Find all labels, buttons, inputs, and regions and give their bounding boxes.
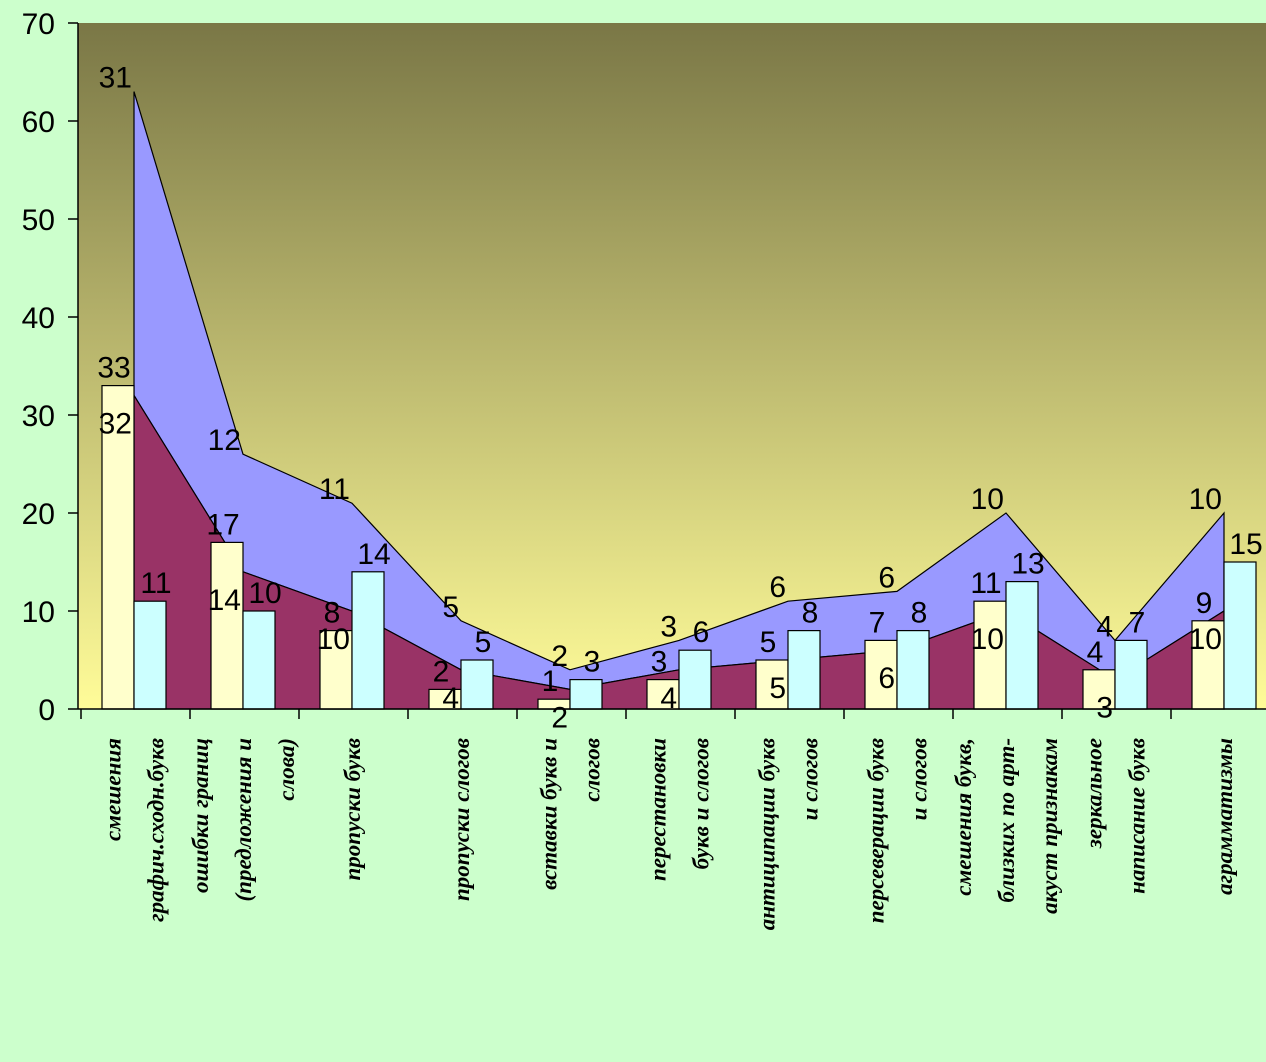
category-label-6: антиципации букв и слогов (755, 738, 823, 930)
bar-2-label-2: 14 (357, 538, 390, 571)
bar-series-1-7 (864, 639, 898, 710)
bar-series-2-1 (242, 610, 276, 710)
bar-1-label-3: 2 (433, 655, 450, 688)
bar-series-2-5 (678, 649, 712, 710)
category-label-7: персеверации букв и слогов (864, 738, 932, 923)
bar-2-label-5: 6 (693, 616, 710, 649)
area-1-label-10: 10 (1189, 623, 1222, 656)
category-label-9: зеркальное написание букв (1082, 738, 1150, 894)
y-tick-label-20: 20 (22, 498, 55, 531)
bar-series-2-8 (1005, 580, 1039, 710)
area-2-label-8: 10 (971, 483, 1004, 516)
category-label-10: аграмматизмы (1212, 738, 1237, 895)
y-tick-label-40: 40 (22, 302, 55, 335)
bar-series-2-6 (787, 629, 821, 710)
bar-series-2-2 (351, 571, 385, 710)
bar-1-label-0: 33 (97, 352, 130, 385)
area-2-label-9: 4 (1096, 610, 1113, 643)
bar-series-2-7 (896, 629, 930, 710)
y-tick-label-50: 50 (22, 204, 55, 237)
bar-2-label-7: 8 (911, 597, 928, 630)
bar-1-label-5: 3 (651, 646, 668, 679)
y-tick-label-60: 60 (22, 106, 55, 139)
area-1-label-8: 10 (971, 623, 1004, 656)
area-1-label-6: 5 (769, 672, 786, 705)
category-label-5: перестановки букв и слогов (646, 738, 714, 881)
bar-2-label-4: 3 (584, 646, 601, 679)
area-2-label-3: 5 (442, 591, 459, 624)
bar-1-label-4: 1 (542, 665, 559, 698)
bar-1-label-9: 4 (1087, 636, 1104, 669)
bar-series-1-8 (973, 600, 1007, 710)
area-2-label-2: 11 (319, 473, 350, 506)
area-1-label-9: 3 (1096, 692, 1113, 725)
bar-series-1-1 (210, 541, 244, 710)
category-label-8: смешения букв, близких по арт-акуст призн… (951, 738, 1062, 914)
area-2-label-5: 3 (660, 610, 677, 643)
category-label-2: пропуски букв (340, 738, 365, 881)
bar-2-label-9: 7 (1129, 606, 1146, 639)
area-1-label-5: 4 (660, 682, 677, 715)
bar-series-1-5 (646, 678, 680, 710)
bar-series-2-9 (1114, 639, 1148, 710)
bar-2-label-0: 11 (140, 567, 171, 600)
category-label-0: смешения графич.сходн.букв (101, 738, 169, 922)
area-2-label-10: 10 (1189, 483, 1222, 516)
area-2-label-0: 31 (99, 62, 132, 95)
area-2-label-4: 2 (551, 640, 568, 673)
axes: 0 10 20 30 40 50 60 70 (22, 8, 1266, 727)
area-1-label-0: 32 (99, 407, 132, 440)
bar-2-label-6: 8 (802, 597, 819, 630)
bar-1-label-10: 9 (1196, 587, 1213, 620)
bar-series-2-4 (569, 678, 603, 710)
area-1-label-1: 14 (208, 584, 241, 617)
bar-series-1-10 (1191, 620, 1225, 710)
bar-series-2-3 (460, 659, 494, 710)
area-2-label-7: 6 (878, 561, 895, 594)
y-tick-label-30: 30 (22, 400, 55, 433)
bar-2-label-3: 5 (475, 626, 492, 659)
area-1-label-3: 4 (442, 682, 459, 715)
bar-2-label-8: 13 (1011, 548, 1044, 581)
y-tick-label-0: 0 (38, 694, 55, 727)
category-labels: смешения графич.сходн.букв ошибки границ (п… (101, 738, 1238, 930)
bar-1-label-1: 17 (206, 508, 239, 541)
y-tick-label-10: 10 (22, 596, 55, 629)
y-tick-label-70: 70 (22, 8, 55, 41)
area-1-label-2: 10 (317, 623, 350, 656)
bar-series-1-0 (101, 385, 135, 710)
area-1-label-4: 2 (551, 701, 568, 734)
bar-1-label-6: 5 (760, 626, 777, 659)
bar-2-label-1: 10 (248, 577, 281, 610)
bar-series-2-10 (1223, 561, 1257, 710)
area-1-label-7: 6 (878, 662, 895, 695)
bar-1-label-2: 8 (324, 597, 341, 630)
category-label-1: ошибки границ (предложения и слова) (188, 738, 299, 902)
category-label-4: вставки букв и слогов (537, 738, 605, 890)
bar-1-label-7: 7 (869, 606, 886, 639)
area-2-label-1: 12 (208, 424, 241, 457)
bar-layers (101, 385, 1257, 710)
area-2-label-6: 6 (769, 571, 786, 604)
bar-series-2-0 (133, 600, 167, 710)
bar-1-label-8: 11 (970, 567, 1001, 600)
bar-series-1-6 (755, 659, 789, 710)
category-label-3: пропуски слогов (449, 738, 474, 901)
bar-2-label-10: 15 (1229, 528, 1262, 561)
